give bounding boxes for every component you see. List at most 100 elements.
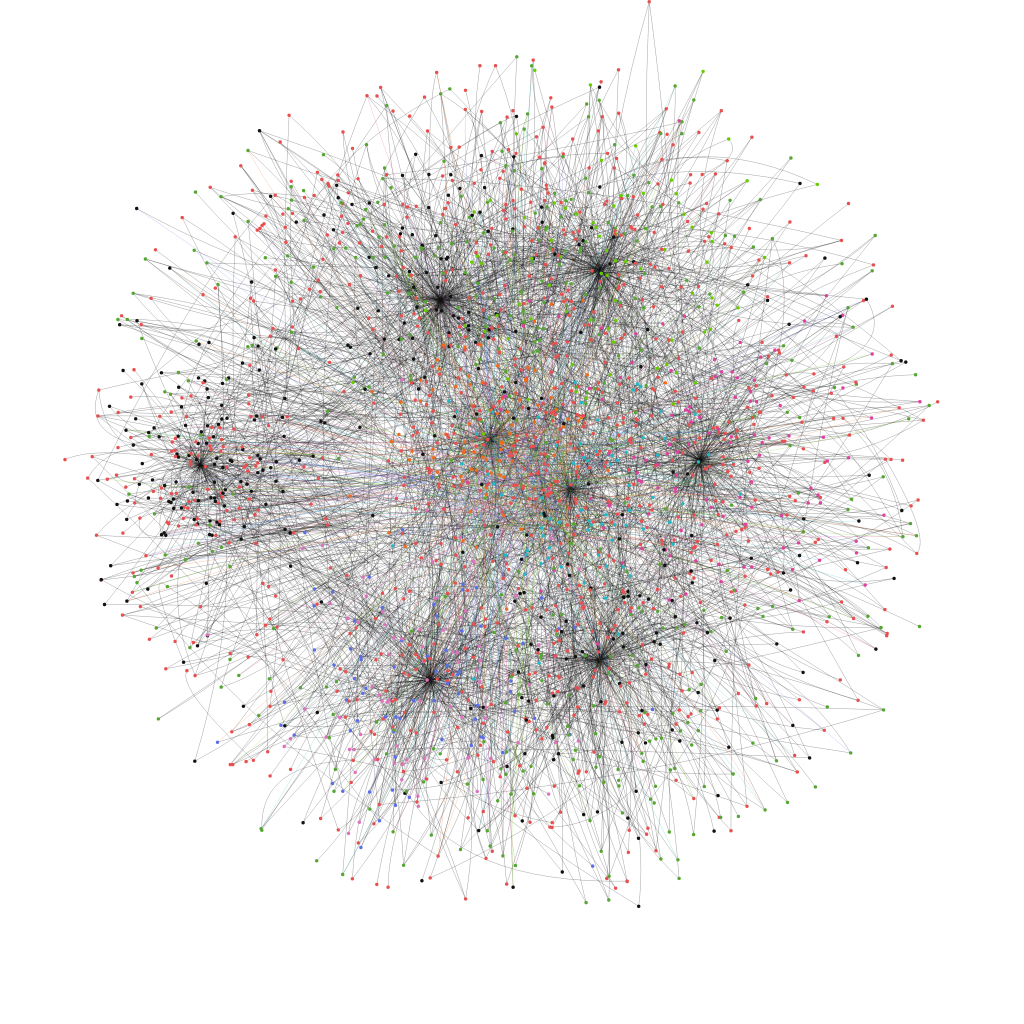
graph-node xyxy=(486,252,490,256)
graph-node xyxy=(328,601,332,605)
graph-node xyxy=(770,604,775,609)
graph-node xyxy=(513,863,518,868)
graph-node xyxy=(533,435,537,440)
graph-node xyxy=(260,828,264,832)
graph-node xyxy=(408,114,412,118)
graph-node xyxy=(693,412,697,416)
graph-node xyxy=(173,436,178,441)
graph-node xyxy=(549,277,553,281)
graph-node xyxy=(209,447,213,451)
graph-node xyxy=(529,764,533,768)
graph-node xyxy=(271,326,275,331)
graph-node xyxy=(247,402,251,406)
graph-node xyxy=(149,296,153,300)
graph-node xyxy=(516,670,521,674)
graph-node xyxy=(242,465,246,469)
graph-node xyxy=(258,457,262,461)
graph-node xyxy=(465,480,469,484)
graph-node xyxy=(335,183,339,187)
graph-node xyxy=(631,195,635,199)
graph-node xyxy=(713,658,717,663)
graph-node xyxy=(617,710,622,714)
graph-node xyxy=(454,553,458,557)
graph-node xyxy=(355,697,359,702)
graph-node xyxy=(586,482,591,486)
graph-node xyxy=(208,523,212,527)
graph-node xyxy=(458,186,462,191)
graph-node xyxy=(597,449,602,453)
graph-node xyxy=(496,347,501,351)
graph-node xyxy=(205,424,210,428)
graph-node xyxy=(721,514,725,519)
graph-node xyxy=(508,314,513,318)
graph-node xyxy=(746,539,751,543)
graph-node xyxy=(514,329,518,334)
graph-node xyxy=(667,830,671,834)
graph-node xyxy=(621,645,626,649)
graph-node xyxy=(445,681,450,685)
graph-node xyxy=(630,654,634,658)
graph-node xyxy=(716,512,720,517)
graph-node xyxy=(495,364,500,368)
graph-node xyxy=(332,663,336,667)
graph-node xyxy=(247,497,252,501)
graph-node xyxy=(225,508,229,513)
graph-node xyxy=(519,187,524,191)
graph-node xyxy=(433,254,437,258)
graph-node xyxy=(250,343,254,347)
graph-node xyxy=(627,438,631,442)
graph-node xyxy=(549,411,553,415)
graph-node xyxy=(914,534,919,538)
graph-node xyxy=(636,731,640,735)
graph-node xyxy=(495,621,499,625)
graph-node xyxy=(570,299,574,304)
graph-node xyxy=(344,670,348,674)
graph-node xyxy=(344,246,348,250)
graph-node xyxy=(477,417,482,422)
graph-node xyxy=(443,278,448,283)
graph-node xyxy=(715,542,720,547)
graph-node xyxy=(414,652,418,657)
graph-node xyxy=(563,206,568,210)
graph-node xyxy=(553,654,558,658)
graph-node xyxy=(228,564,232,569)
graph-node xyxy=(713,374,717,379)
graph-node xyxy=(498,459,502,463)
graph-node xyxy=(565,340,570,344)
graph-node xyxy=(561,154,565,159)
graph-node xyxy=(264,214,268,218)
graph-node xyxy=(194,440,198,444)
graph-node xyxy=(670,413,674,417)
graph-node xyxy=(174,491,179,496)
graph-node xyxy=(370,229,375,233)
graph-node xyxy=(751,741,755,745)
graph-node xyxy=(354,255,358,260)
graph-node xyxy=(179,506,184,510)
graph-node xyxy=(500,385,504,389)
graph-node xyxy=(763,808,767,812)
graph-node xyxy=(357,820,361,824)
graph-node xyxy=(675,450,680,454)
graph-node xyxy=(889,353,893,357)
graph-node xyxy=(559,292,564,296)
graph-node xyxy=(398,412,403,416)
graph-node xyxy=(463,897,468,901)
graph-node xyxy=(553,252,557,256)
graph-node xyxy=(579,400,584,405)
graph-node xyxy=(246,345,250,349)
graph-node xyxy=(838,315,842,319)
graph-node xyxy=(650,508,654,512)
graph-node xyxy=(483,329,487,334)
graph-node xyxy=(736,814,741,819)
graph-node xyxy=(607,874,611,878)
graph-node xyxy=(589,497,593,501)
graph-node xyxy=(742,290,746,294)
graph-node xyxy=(851,325,855,329)
graph-node xyxy=(480,109,484,114)
graph-node xyxy=(318,289,322,294)
graph-node xyxy=(421,452,425,456)
graph-node xyxy=(316,278,320,282)
graph-node xyxy=(781,571,786,575)
graph-node xyxy=(511,416,516,420)
graph-node xyxy=(536,238,541,242)
